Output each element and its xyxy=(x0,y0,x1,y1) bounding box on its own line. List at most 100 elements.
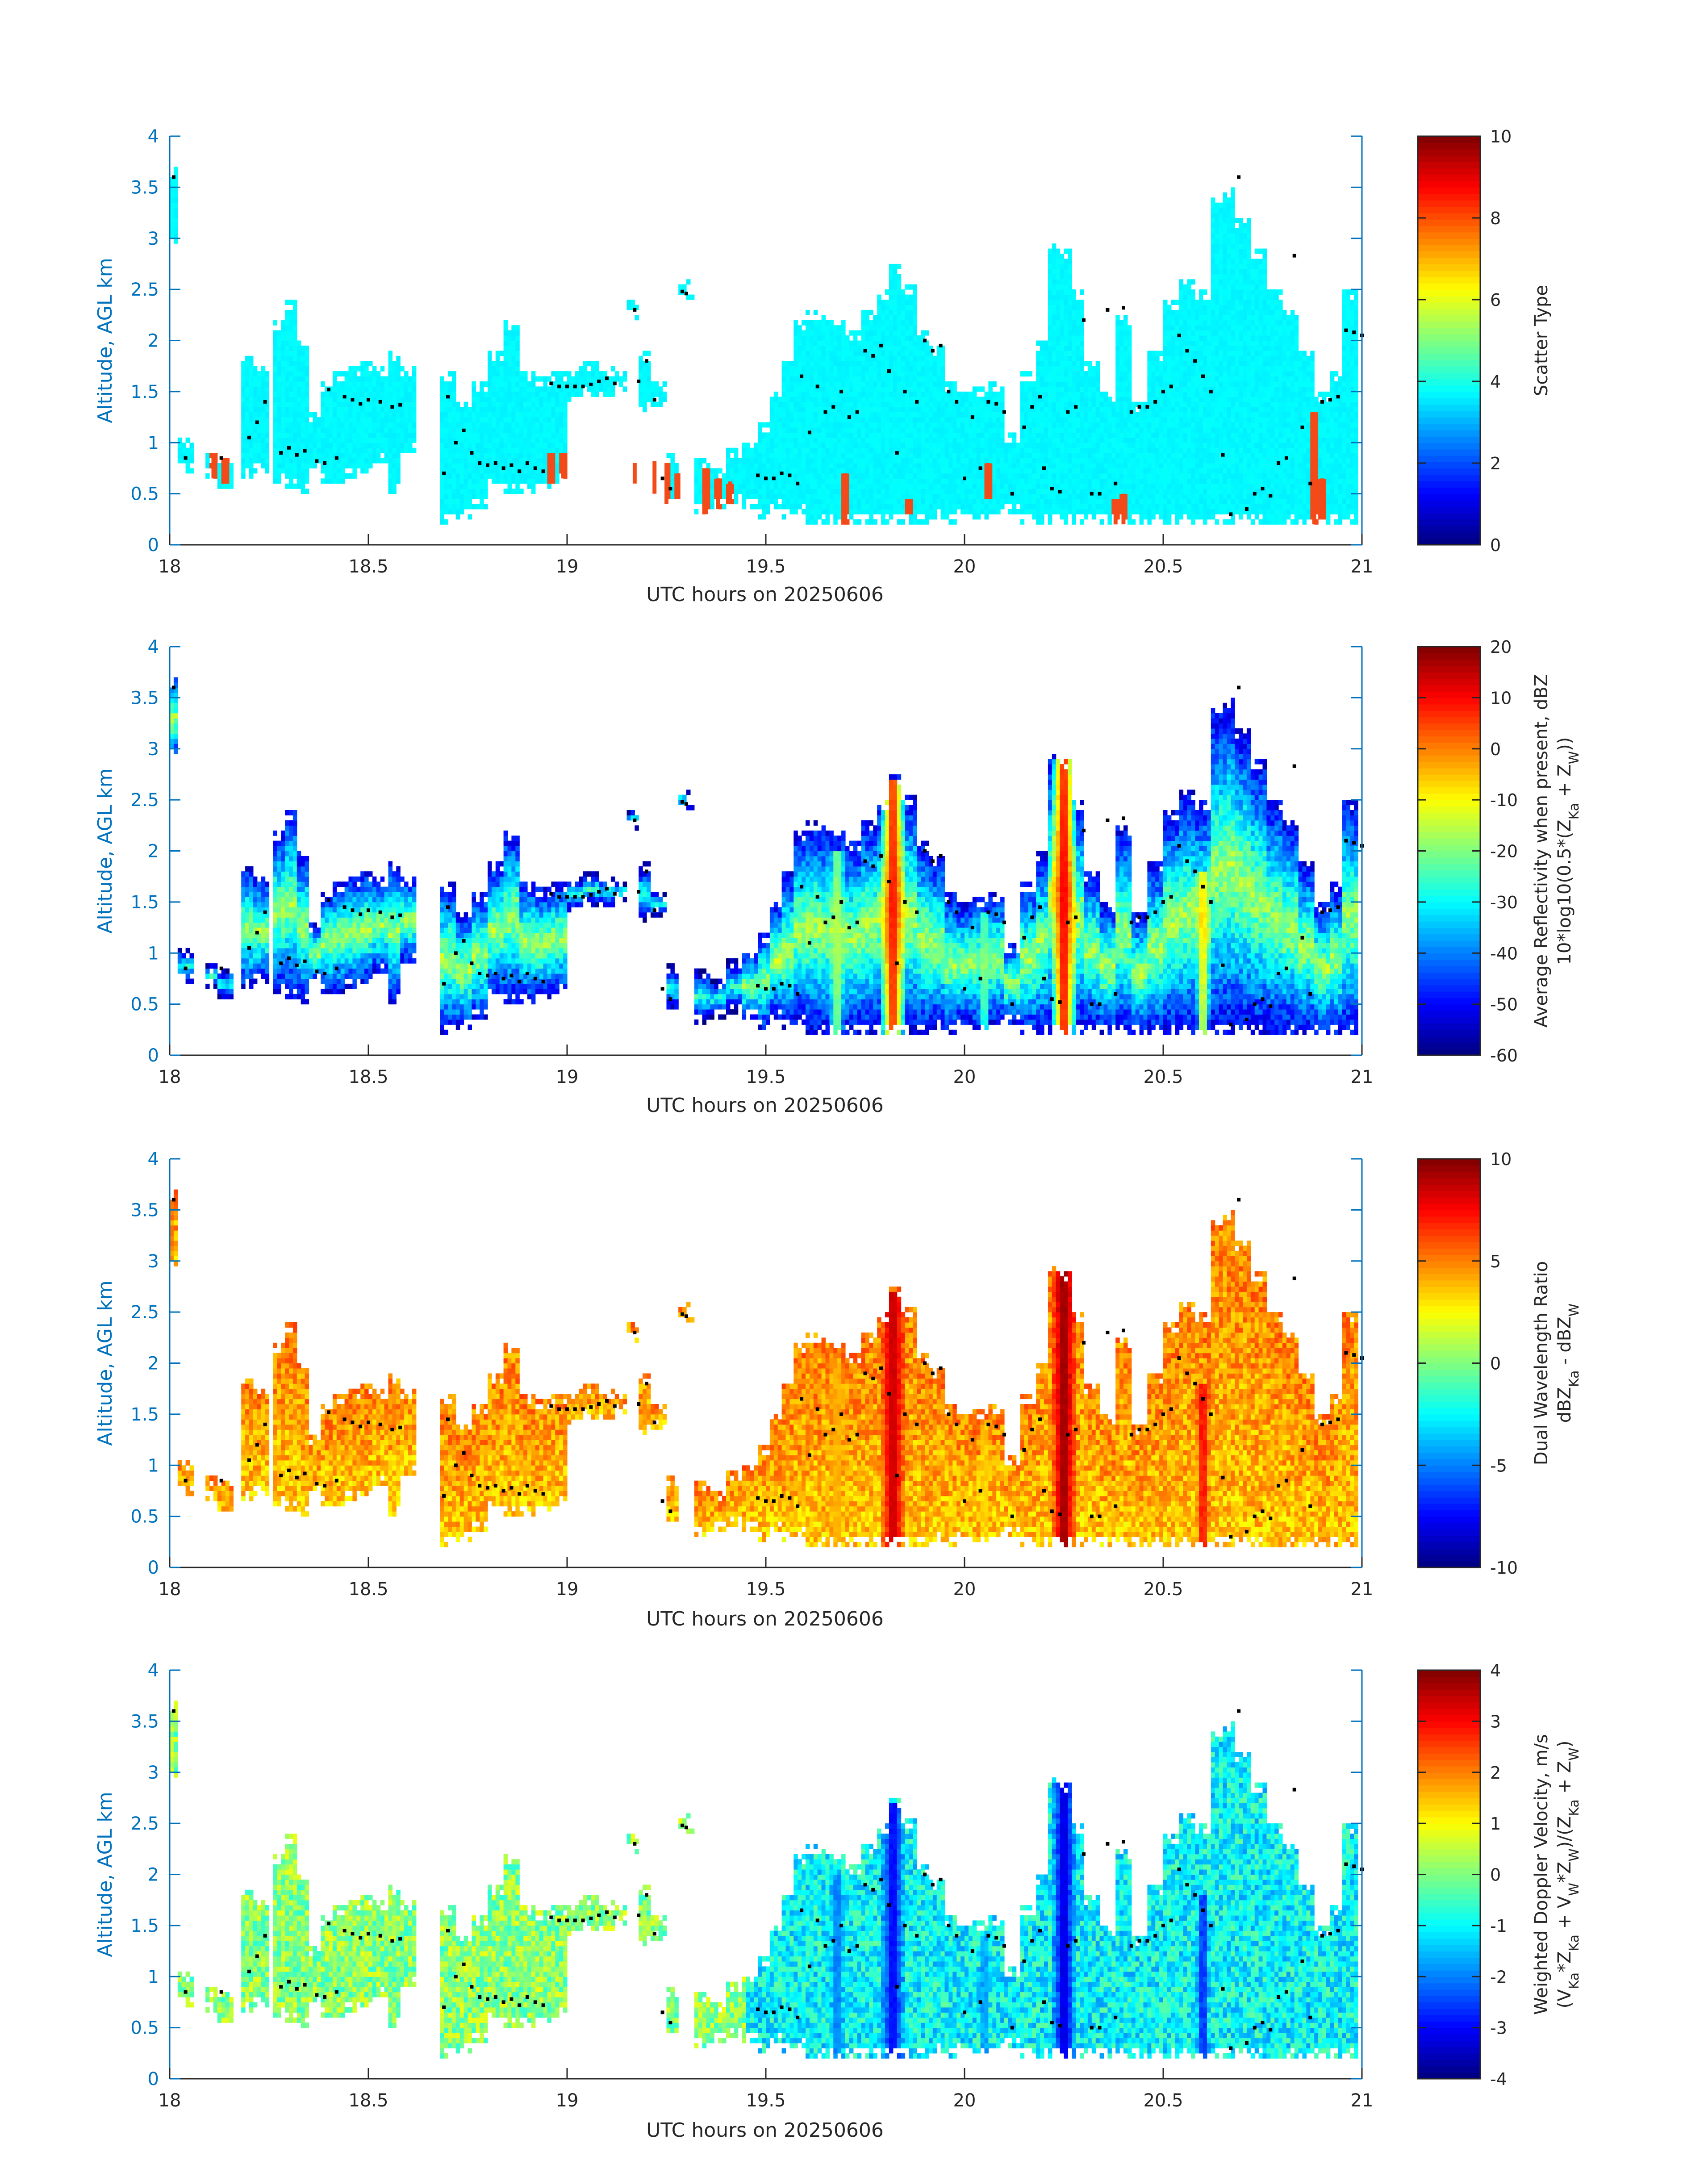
heatmap-cell xyxy=(917,499,921,504)
heatmap-cell xyxy=(1080,504,1084,510)
heatmap-cell xyxy=(352,458,357,464)
heatmap-cell xyxy=(810,330,814,336)
heatmap-cell xyxy=(408,448,413,453)
heatmap-cell xyxy=(921,386,925,392)
heatmap-cell xyxy=(317,422,321,428)
heatmap-cell xyxy=(174,228,178,234)
heatmap-cell xyxy=(241,381,246,387)
heatmap-cell xyxy=(810,514,814,519)
heatmap-cell xyxy=(889,284,894,290)
heatmap-cell xyxy=(869,381,873,387)
heatmap-cell xyxy=(519,407,524,412)
heatmap-cell xyxy=(909,351,913,356)
heatmap-cell xyxy=(985,427,989,433)
heatmap-cell xyxy=(810,412,814,418)
heatmap-cell xyxy=(281,432,285,438)
heatmap-cell xyxy=(881,463,885,468)
heatmap-cell xyxy=(885,330,889,336)
heatmap-cell xyxy=(897,392,902,397)
heatmap-cell xyxy=(933,509,937,514)
heatmap-cell xyxy=(881,514,885,519)
heatmap-cell xyxy=(758,504,762,510)
heatmap-cell xyxy=(245,402,250,407)
heatmap-cell xyxy=(329,412,333,418)
heatmap-cell xyxy=(309,448,313,453)
heatmap-cell xyxy=(1076,478,1080,484)
heatmap-cell xyxy=(973,432,977,438)
heatmap-cell xyxy=(1052,279,1057,284)
heatmap-cell xyxy=(841,443,846,448)
heatmap-cell xyxy=(861,499,866,504)
heatmap-cell xyxy=(861,504,866,510)
heatmap-cell xyxy=(531,412,536,418)
heatmap-cell xyxy=(798,407,802,412)
heatmap-cell xyxy=(444,478,448,484)
heatmap-cell xyxy=(913,473,917,479)
heatmap-cell xyxy=(456,499,460,504)
heatmap-cell xyxy=(901,320,906,326)
heatmap-cell xyxy=(985,504,989,510)
heatmap-cell xyxy=(1004,448,1009,453)
heatmap-cell xyxy=(1048,514,1052,519)
heatmap-cell xyxy=(456,448,460,453)
heatmap-cell xyxy=(349,422,353,428)
heatmap-cell xyxy=(913,315,917,320)
heatmap-cell xyxy=(869,412,873,418)
heatmap-cell xyxy=(941,468,945,473)
heatmap-cell xyxy=(352,443,357,448)
heatmap-cell xyxy=(857,422,862,428)
heatmap-cell xyxy=(885,381,889,387)
heatmap-cell xyxy=(337,386,341,392)
heatmap-cell xyxy=(539,432,544,438)
heatmap-cell xyxy=(778,417,782,422)
heatmap-cell xyxy=(400,448,405,453)
heatmap-cell xyxy=(793,504,798,510)
heatmap-cell xyxy=(758,468,762,473)
heatmap-cell xyxy=(480,432,484,438)
heatmap-cell xyxy=(981,489,985,494)
heatmap-cell xyxy=(889,361,894,366)
heatmap-cell xyxy=(909,514,913,519)
heatmap-cell xyxy=(889,335,894,341)
heatmap-cell xyxy=(798,438,802,443)
heatmap-cell xyxy=(289,392,293,397)
heatmap-cell xyxy=(1012,458,1017,464)
heatmap-cell xyxy=(380,448,385,453)
heatmap-cell xyxy=(1048,366,1052,372)
heatmap-cell xyxy=(1064,371,1069,376)
heatmap-cell xyxy=(929,453,933,458)
heatmap-cell xyxy=(1068,453,1072,458)
heatmap-cell xyxy=(460,407,464,412)
heatmap-cell xyxy=(527,478,532,484)
heatmap-cell xyxy=(1072,381,1076,387)
heatmap-cell xyxy=(412,381,417,387)
heatmap-cell xyxy=(341,468,345,473)
heatmap-cell xyxy=(802,432,806,438)
heatmap-cell xyxy=(802,346,806,351)
heatmap-cell xyxy=(829,473,834,479)
heatmap-cell xyxy=(297,417,301,422)
heatmap-cell xyxy=(893,484,898,489)
heatmap-cell xyxy=(1008,499,1013,504)
heatmap-cell xyxy=(985,448,989,453)
heatmap-cell xyxy=(793,489,798,494)
heatmap-cell xyxy=(806,499,810,504)
heatmap-cell xyxy=(992,504,997,510)
heatmap-cell xyxy=(750,468,754,473)
heatmap-cell xyxy=(686,279,691,284)
heatmap-cell xyxy=(889,381,894,387)
heatmap-cell xyxy=(452,494,456,499)
heatmap-cell xyxy=(472,443,476,448)
heatmap-cell xyxy=(1060,473,1065,479)
heatmap-cell xyxy=(877,432,881,438)
heatmap-cell xyxy=(384,458,389,464)
heatmap-cell xyxy=(965,484,969,489)
heatmap-cell xyxy=(515,473,520,479)
heatmap-cell xyxy=(511,330,516,336)
heatmap-cell xyxy=(476,427,480,433)
heatmap-cell xyxy=(829,438,834,443)
heatmap-cell xyxy=(865,407,870,412)
heatmap-cell xyxy=(515,381,520,387)
heatmap-cell xyxy=(726,453,731,458)
heatmap-cell xyxy=(396,478,401,484)
